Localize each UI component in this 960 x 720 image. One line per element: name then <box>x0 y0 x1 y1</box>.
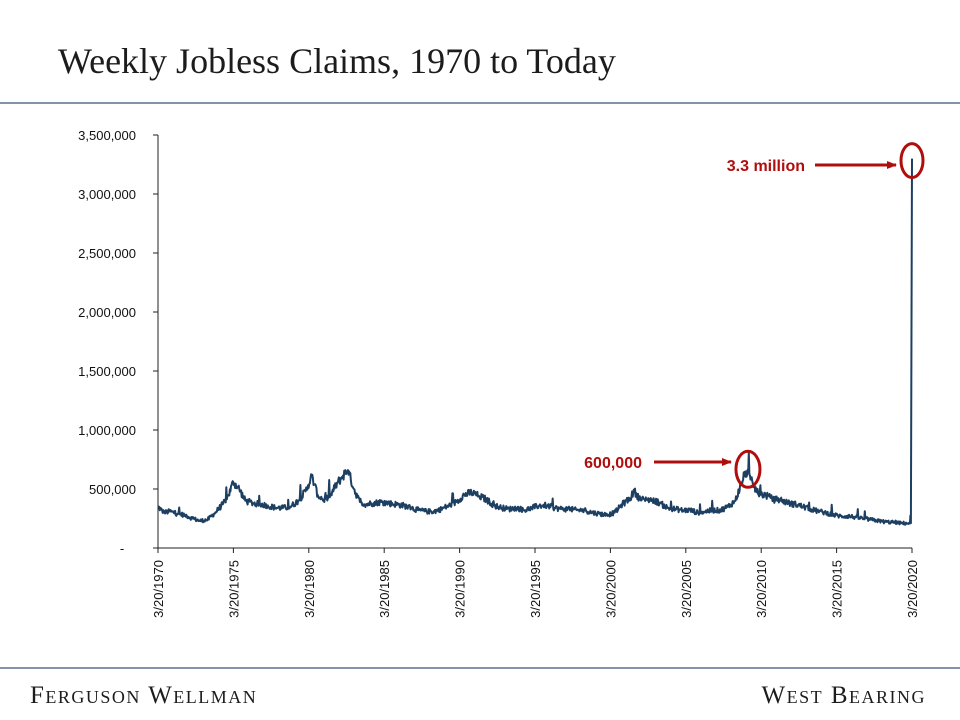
x-tick-label: 3/20/2010 <box>754 560 769 618</box>
title-divider <box>0 102 960 104</box>
y-tick-label: 2,000,000 <box>78 305 136 320</box>
x-tick-label: 3/20/1975 <box>226 560 241 618</box>
y-tick-label: 2,500,000 <box>78 246 136 261</box>
x-tick-label: 3/20/1990 <box>453 560 468 618</box>
y-tick-label: 3,500,000 <box>78 128 136 143</box>
peak-2020-circle <box>899 142 925 180</box>
page-title: Weekly Jobless Claims, 1970 to Today <box>58 41 616 81</box>
x-tick-label: 3/20/1970 <box>151 560 166 618</box>
x-tick-label: 3/20/1985 <box>377 560 392 618</box>
footer-brand-left: Ferguson Wellman <box>30 682 258 709</box>
peak-2009-circle <box>734 449 762 489</box>
y-tick-label: 3,000,000 <box>78 187 136 202</box>
peak-2020-label: 3.3 million <box>727 158 805 175</box>
x-tick-label: 3/20/2015 <box>830 560 845 618</box>
footer-divider <box>0 667 960 669</box>
y-tick-label: 500,000 <box>89 482 136 497</box>
x-tick-label: 3/20/2000 <box>603 560 618 618</box>
y-tick-label: - <box>120 541 124 556</box>
x-tick-label: 3/20/2005 <box>679 560 694 618</box>
claims-series-line <box>157 158 913 526</box>
jobless-claims-chart: - 500,000 1,000,000 1,500,000 2,000,000 2,500… <box>78 128 925 618</box>
y-tick-label: 1,500,000 <box>78 364 136 379</box>
x-tick-label: 3/20/1995 <box>528 560 543 618</box>
footer-brand-right: West Bearing <box>761 682 926 709</box>
x-tick-label: 3/20/1980 <box>302 560 317 618</box>
x-tick-label: 3/20/2020 <box>905 560 920 618</box>
y-tick-label: 1,000,000 <box>78 423 136 438</box>
peak-2009-label: 600,000 <box>584 455 642 472</box>
